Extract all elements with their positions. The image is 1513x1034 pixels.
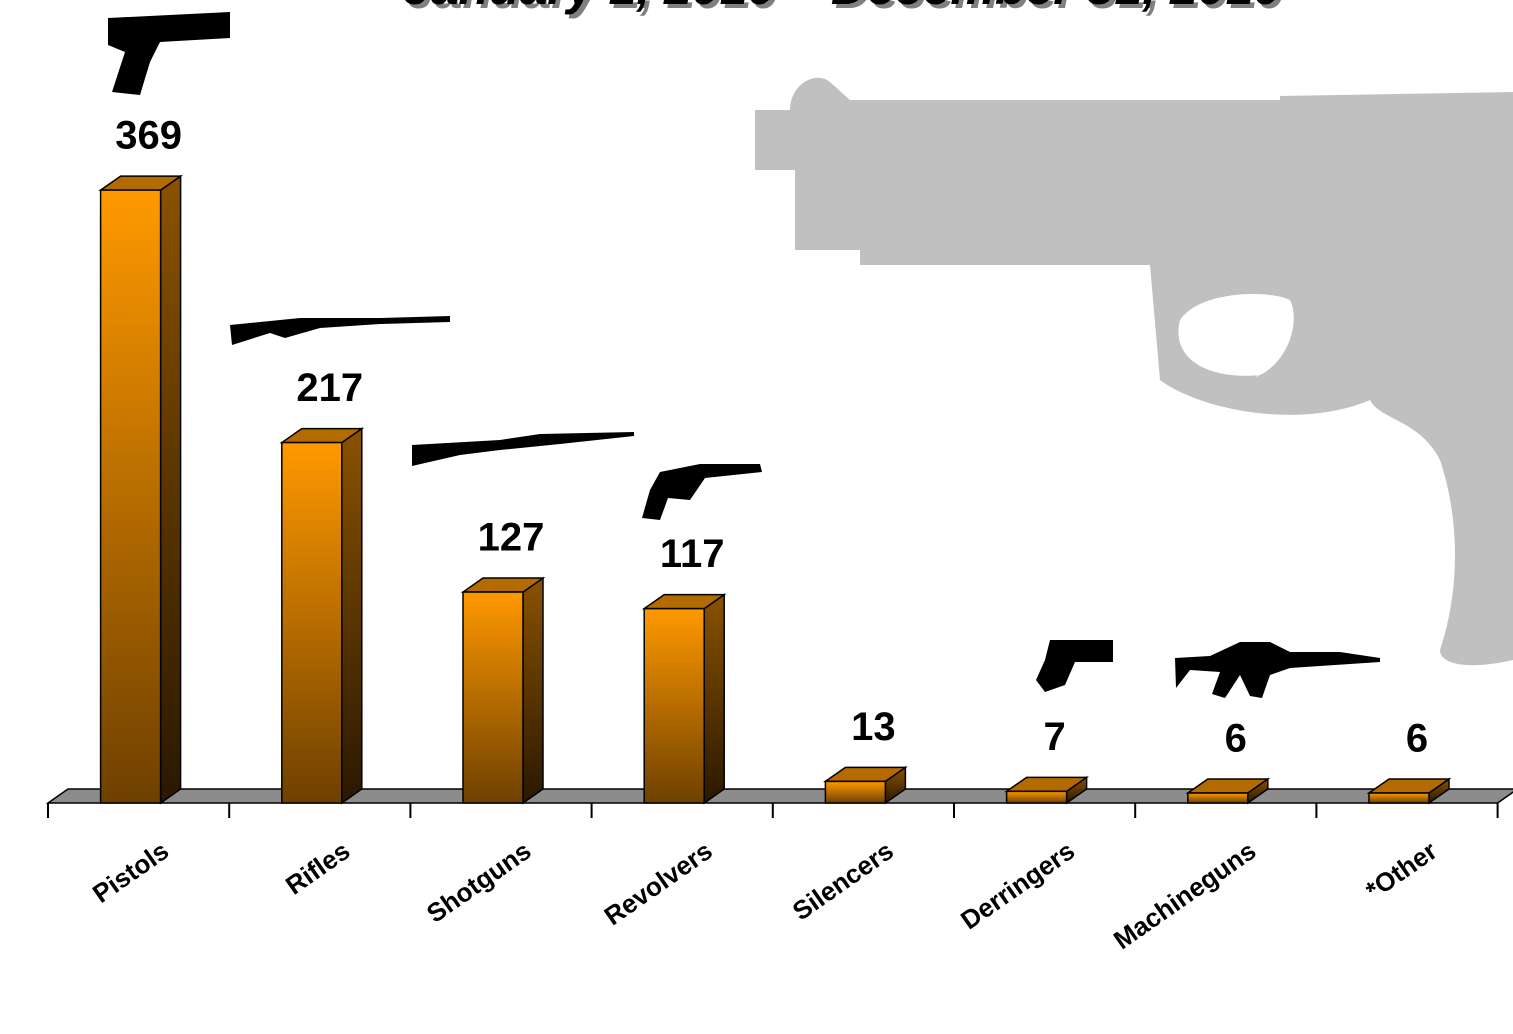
shotgun-icon	[412, 432, 634, 466]
value-label: 7	[1043, 715, 1065, 759]
x-tick-label: Shotguns	[421, 835, 536, 928]
bar-side	[523, 578, 543, 803]
bar	[1007, 791, 1067, 803]
bar	[825, 781, 885, 803]
bar	[1188, 793, 1248, 803]
x-tick-label: Derringers	[955, 835, 1080, 935]
value-label: 117	[660, 532, 725, 576]
x-tick-label: Machineguns	[1108, 835, 1261, 955]
bar	[644, 609, 704, 803]
bar-side	[704, 595, 724, 803]
x-tick-label: Silencers	[787, 835, 899, 926]
background-pistol	[755, 78, 1513, 665]
bar-side	[161, 176, 181, 803]
value-label: 217	[296, 366, 363, 410]
x-tick-label: Pistols	[87, 835, 174, 908]
pistol-icon	[108, 12, 230, 95]
bar	[101, 190, 161, 803]
bar-side	[342, 429, 362, 803]
chart: January 1, 2010 – December 31, 2010 Janu…	[0, 0, 1513, 1034]
value-label: 127	[478, 516, 545, 560]
bar	[282, 443, 342, 803]
value-label: 6	[1225, 717, 1247, 761]
bar	[1369, 793, 1429, 803]
machinegun-icon	[1175, 642, 1380, 698]
bar	[463, 592, 523, 803]
x-tick-label: Rifles	[280, 835, 355, 900]
value-label: 6	[1406, 717, 1428, 761]
x-tick-label: Revolvers	[599, 835, 718, 931]
value-label: 13	[851, 705, 896, 749]
x-tick-label: *Other	[1360, 835, 1442, 905]
floor	[48, 789, 1513, 803]
derringer-icon	[1036, 640, 1113, 692]
chart-title: January 1, 2010 – December 31, 2010	[403, 0, 1282, 15]
value-label: 369	[115, 114, 182, 158]
revolver-icon	[642, 464, 762, 520]
rifle-icon	[230, 316, 450, 345]
